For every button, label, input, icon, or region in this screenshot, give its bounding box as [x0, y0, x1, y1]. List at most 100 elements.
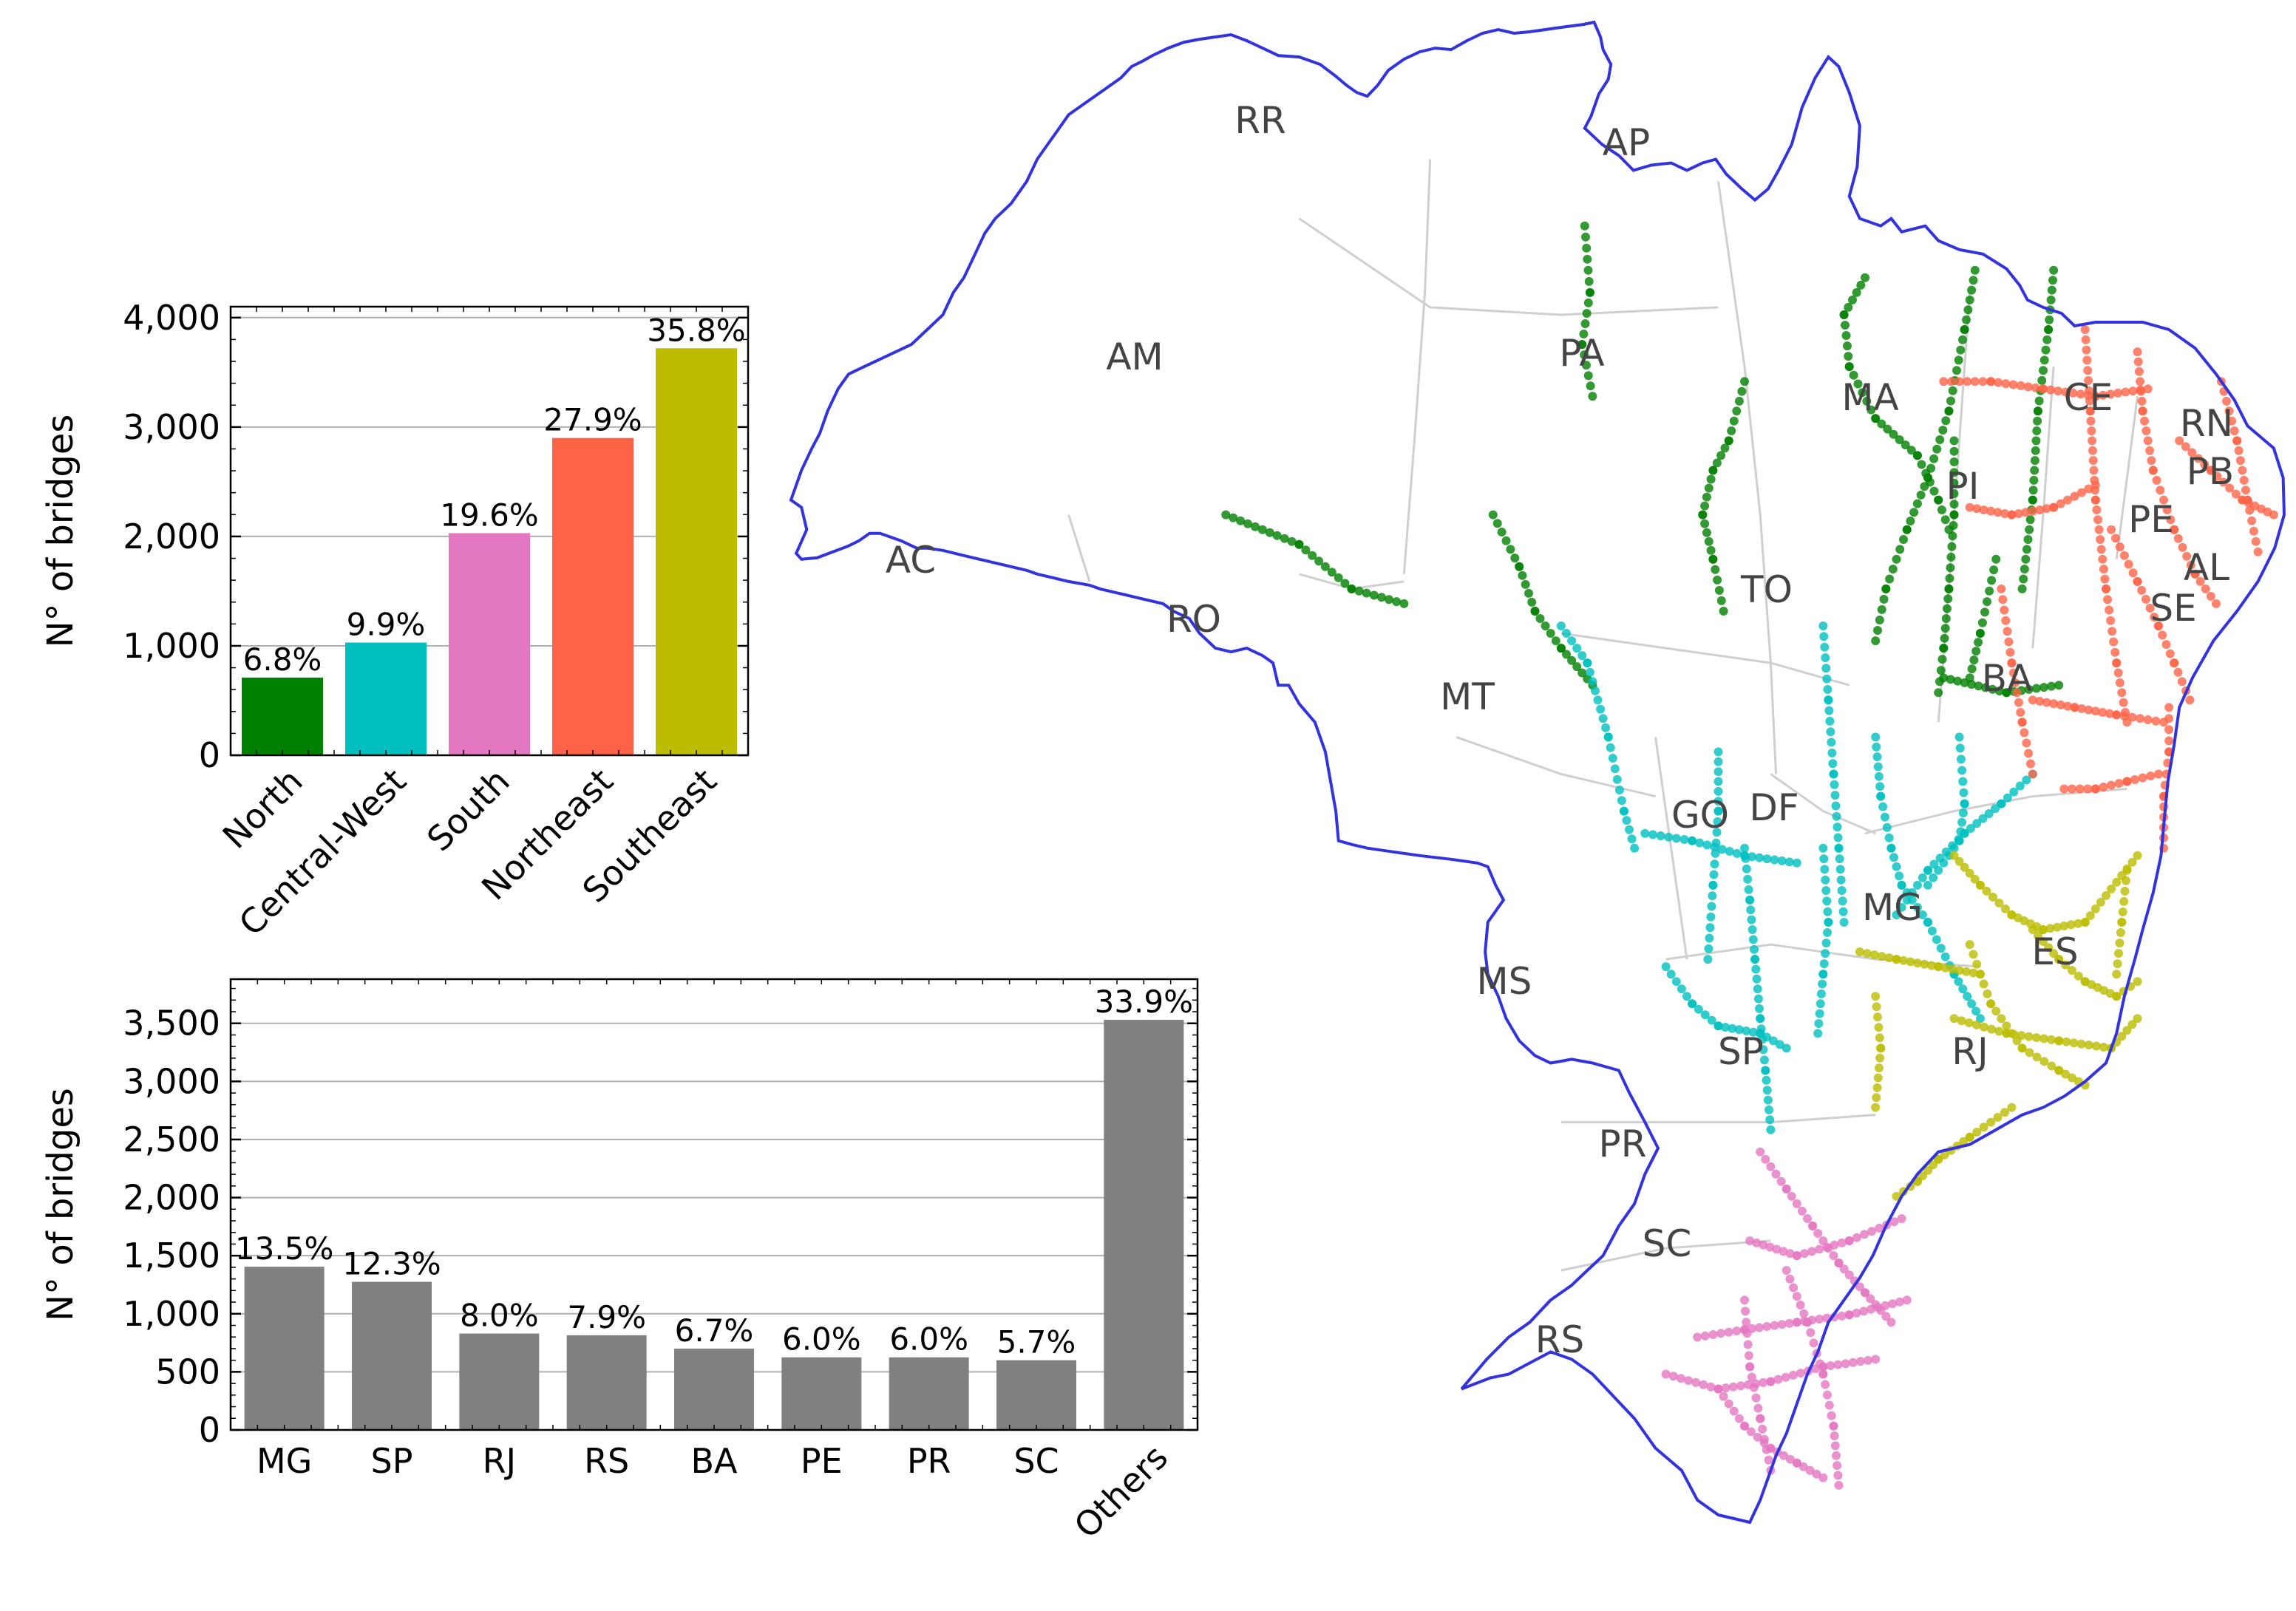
bridge-point-south — [1803, 1318, 1812, 1327]
bridge-point-central-west — [1821, 949, 1830, 958]
bridge-point-northeast — [1939, 377, 1949, 386]
bridge-point-north — [1362, 588, 1371, 598]
bridge-point-central-west — [1627, 834, 1637, 844]
bridge-point-north — [1861, 273, 1869, 282]
bridge-point-northeast — [2087, 426, 2096, 435]
state-boundary — [2115, 396, 2139, 559]
bridge-point-north — [1719, 607, 1728, 616]
bridge-point-central-west — [1765, 1105, 1773, 1114]
bridge-point-central-west — [1688, 999, 1697, 1009]
bridge-point-south — [1855, 1282, 1864, 1292]
bridge-point-central-west — [1818, 970, 1828, 979]
bridge-point-southeast — [1971, 1020, 1981, 1029]
bridge-point-southeast — [2039, 1034, 2048, 1043]
bridge-point-north — [1877, 419, 1886, 429]
bridge-point-southeast — [2045, 924, 2055, 933]
bridge-point-south — [1770, 1321, 1779, 1330]
bridge-point-central-west — [1612, 774, 1622, 784]
bridge-point-south — [1888, 1299, 1898, 1309]
bridge-point-central-west — [1940, 952, 1950, 961]
bridge-point-south — [1860, 1230, 1869, 1239]
bridge-point-central-west — [1823, 907, 1833, 916]
bridge-point-north — [1562, 650, 1571, 659]
bridge-point-north — [1347, 584, 1356, 593]
bridge-point-north — [1929, 454, 1939, 463]
bridge-point-south — [1895, 1297, 1904, 1307]
bridge-point-southeast — [2028, 925, 2037, 934]
bridge-point-north — [1940, 515, 1950, 525]
bridge-point-southeast — [2122, 865, 2132, 875]
bridge-point-central-west — [1583, 658, 1592, 668]
bridge-point-north — [1969, 655, 1979, 665]
bridge-point-north — [1965, 295, 1974, 304]
bridge-point-north — [1287, 537, 1297, 546]
bridge-point-central-west — [1717, 845, 1727, 854]
bridge-point-north — [2028, 495, 2037, 505]
bridge-point-south — [1721, 1383, 1731, 1393]
bridge-point-central-west — [1829, 769, 1838, 779]
bridge-point-north — [1301, 545, 1311, 555]
bridge-point-south — [1830, 1431, 1839, 1440]
bridge-point-central-west — [1826, 727, 1835, 737]
bridge-point-central-west — [1816, 989, 1826, 998]
bridge-point-northeast — [2140, 416, 2149, 426]
data-label-south: 19.6% — [440, 497, 538, 533]
bridge-point-central-west — [1743, 874, 1753, 884]
bridge-point-southeast — [1948, 964, 1957, 974]
bridge-point-southeast — [2002, 1021, 2011, 1031]
bridge-point-north — [1567, 655, 1577, 665]
bridge-point-northeast — [2170, 658, 2179, 668]
bridge-point-northeast — [2115, 542, 2125, 552]
bar-rj — [459, 1333, 540, 1430]
bridge-point-central-west — [1671, 977, 1681, 987]
bridge-point-northeast — [2068, 388, 2078, 398]
bridge-point-north — [1960, 325, 1969, 334]
bridge-point-central-west — [2009, 787, 2019, 797]
bridge-point-northeast — [1978, 377, 1988, 386]
bridge-point-south — [1759, 1434, 1769, 1444]
bridge-point-north — [1849, 370, 1858, 380]
bridge-point-southeast — [2000, 1108, 2009, 1117]
bridge-point-north — [1974, 681, 1983, 691]
bridge-point-central-west — [1823, 684, 1833, 694]
bridge-point-southeast — [2002, 1029, 2011, 1038]
bridge-point-south — [1792, 1251, 1801, 1261]
bridge-point-northeast — [2201, 584, 2210, 593]
bridge-point-southeast — [2047, 1035, 2056, 1044]
bridge-point-north — [1989, 565, 1999, 575]
bridge-point-southeast — [1986, 1117, 1996, 1127]
data-label-north: 6.8% — [243, 641, 322, 678]
bridge-point-northeast — [2063, 495, 2072, 505]
bridge-point-central-west — [1972, 819, 1982, 828]
bridge-point-northeast — [1979, 505, 1988, 514]
x-tick-label-others: Others — [1067, 1437, 1175, 1546]
bridge-point-south — [1818, 1362, 1828, 1372]
bridge-point-northeast — [1972, 504, 1982, 514]
bridge-point-southeast — [1855, 947, 1864, 957]
bridge-point-northeast — [2014, 509, 2023, 518]
bridge-point-north — [1727, 426, 1736, 435]
bridge-point-north — [1518, 571, 1527, 580]
state-label-to: TO — [1740, 568, 1793, 611]
bridge-point-north — [1991, 554, 2001, 564]
bridge-point-central-west — [1834, 843, 1844, 853]
bridge-point-central-west — [1819, 632, 1829, 641]
bridge-point-south — [1724, 1327, 1733, 1337]
bridge-point-northeast — [2241, 486, 2250, 495]
bridge-point-northeast — [2114, 779, 2124, 788]
bridge-point-northeast — [2159, 495, 2168, 505]
bridge-point-southeast — [1972, 1128, 1982, 1137]
bridge-point-northeast — [2107, 780, 2116, 790]
bridge-point-south — [1824, 1400, 1834, 1410]
bridge-point-central-west — [1892, 910, 1901, 919]
bridge-point-northeast — [2164, 714, 2174, 723]
bridge-point-central-west — [1821, 664, 1831, 673]
state-boundaries — [1067, 159, 2139, 1272]
bridge-point-northeast — [2001, 379, 2011, 389]
bridge-point-northeast — [2082, 345, 2091, 355]
bridge-point-northeast — [2086, 416, 2096, 426]
bar-rs — [566, 1335, 647, 1430]
bridge-point-southeast — [2076, 1039, 2086, 1049]
